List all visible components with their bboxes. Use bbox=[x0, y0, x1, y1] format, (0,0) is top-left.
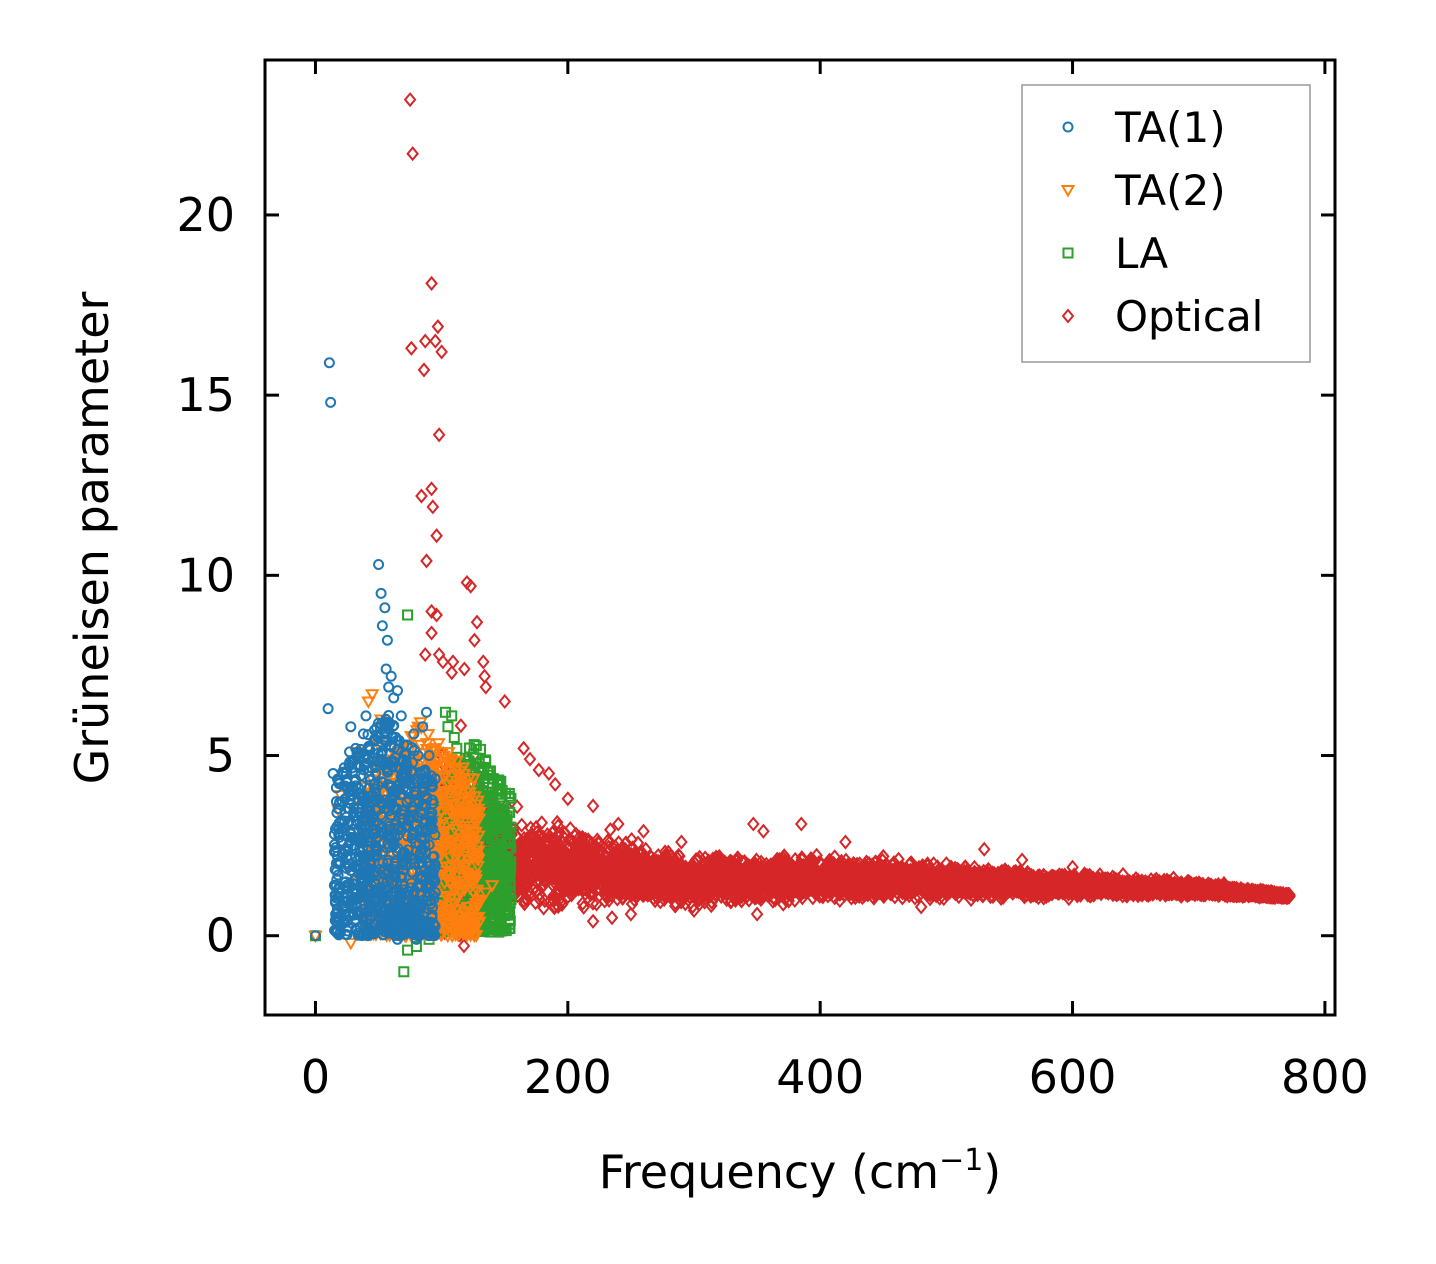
data-point bbox=[457, 938, 471, 954]
series-optical bbox=[403, 92, 1296, 954]
data-point bbox=[535, 815, 549, 831]
data-point bbox=[515, 817, 529, 833]
data-point bbox=[586, 895, 600, 911]
data-point bbox=[604, 822, 617, 838]
data-point bbox=[510, 799, 524, 815]
data-point bbox=[576, 895, 590, 912]
data-point bbox=[833, 892, 847, 909]
data-point bbox=[603, 834, 617, 850]
data-point bbox=[611, 891, 624, 907]
data-point bbox=[529, 895, 542, 911]
data-point bbox=[577, 899, 590, 915]
data-point bbox=[598, 893, 612, 909]
data-point bbox=[537, 900, 550, 916]
data-markers bbox=[308, 92, 1296, 978]
data-point bbox=[661, 844, 675, 860]
data-point bbox=[625, 831, 638, 848]
data-point bbox=[454, 718, 468, 734]
